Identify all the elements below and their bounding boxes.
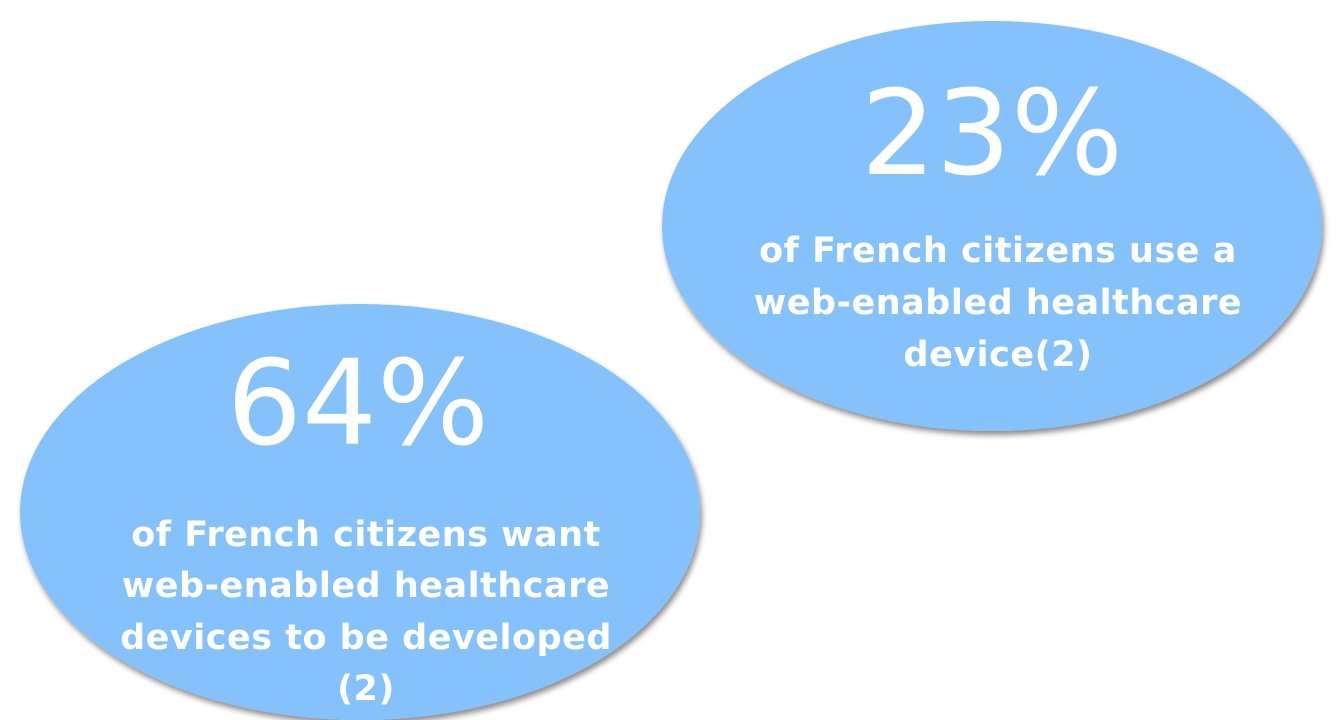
caption-line: web-enabled healthcare [754, 283, 1242, 323]
caption-line: device(2) [904, 335, 1093, 375]
ellipse [20, 304, 700, 720]
caption-line: of French citizens want [131, 515, 601, 555]
ellipse [662, 21, 1322, 431]
caption-line: web-enabled healthcare [122, 566, 610, 606]
bubble: 23% of French citizens use a web-enabled… [662, 21, 1322, 431]
caption-line: devices to be developed [120, 618, 612, 658]
caption-line: of French citizens use a [759, 231, 1237, 271]
caption-line: (2) [337, 669, 395, 709]
bubble: 64% of French citizens want web-enabled … [20, 304, 700, 720]
stat: 64% [227, 334, 489, 472]
stat: 23% [861, 64, 1123, 202]
